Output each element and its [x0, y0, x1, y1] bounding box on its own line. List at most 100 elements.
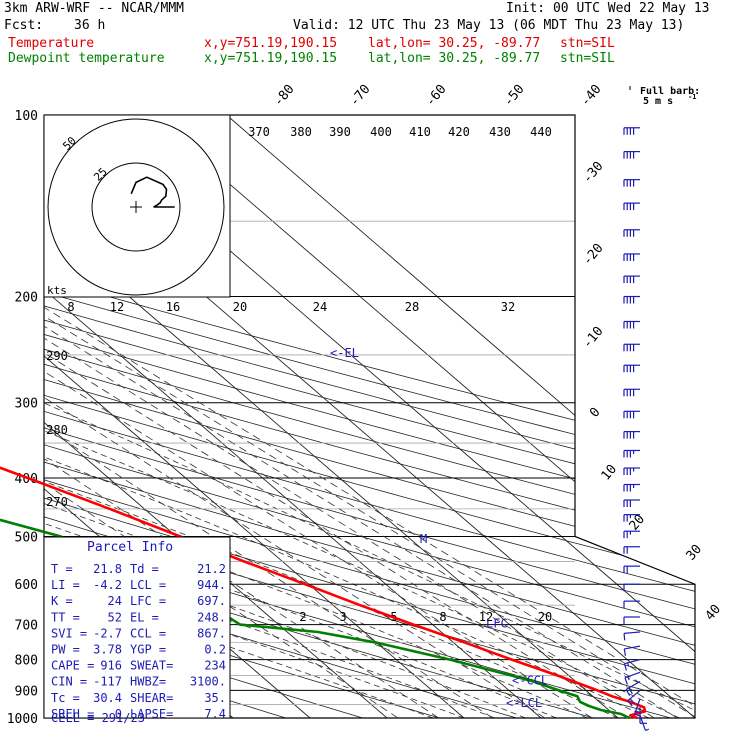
parcel-param-name: CCL = — [130, 626, 166, 640]
dry-adiabat — [44, 115, 695, 718]
temperature-legend: Temperature — [8, 36, 95, 51]
mixing-ratio-line — [44, 296, 678, 718]
parcel-param-name: LCL = — [130, 578, 166, 592]
parcel-param-name: SVI = — [51, 626, 87, 640]
parcel-param-value: -2.7 — [93, 626, 122, 640]
hodograph-ring — [47, 118, 225, 296]
forecast-label: Fcst: — [4, 18, 44, 33]
isotherm-label: -70 — [347, 82, 374, 110]
wind-barb — [623, 514, 640, 522]
level-marker-el: <-EL — [330, 346, 359, 360]
mixing-ratio-line — [44, 296, 695, 718]
parcel-param-name: Tc = — [51, 691, 80, 705]
wind-barb — [627, 689, 641, 707]
isotherm-label: -40 — [578, 82, 605, 110]
pressure-tick-label: 200 — [15, 291, 38, 306]
parcel-param-name: SWEAT= — [130, 659, 173, 673]
mixing-ratio-line — [44, 296, 439, 718]
dewpoint-latlon: lat,lon= 30.25, -89.77 — [368, 51, 541, 66]
wind-barb — [623, 431, 640, 439]
wind-barb — [623, 631, 641, 641]
isotherm-line — [44, 115, 388, 718]
parcel-param-value: -4.2 — [93, 578, 122, 592]
temperature-station: stn=SIL — [560, 36, 615, 51]
wind-barb — [623, 151, 640, 159]
isotherm-line — [0, 115, 2, 718]
level-marker-ccl: <-CCL — [512, 674, 548, 688]
parcel-param-value: 697. — [197, 594, 226, 608]
dry-adiabat-label: 290 — [46, 349, 68, 363]
mixing-ratio-label: 12 — [110, 300, 124, 314]
parcel-param-name: K = — [51, 594, 73, 608]
parcel-param-name: CAPE = — [51, 659, 94, 673]
isotherm-line — [149, 115, 695, 718]
wind-barb — [623, 499, 640, 508]
wind-barb — [623, 179, 640, 187]
wind-barb — [623, 658, 641, 671]
parcel-param-value: 7.4 — [204, 707, 226, 721]
wind-barb — [623, 275, 640, 284]
isotherm-label: -50 — [501, 82, 528, 110]
parcel-param-name: SREH = — [51, 707, 94, 721]
temperature-latlon: lat,lon= 30.25, -89.77 — [368, 36, 541, 51]
mixing-ratio-label: 20 — [538, 610, 552, 624]
parcel-param-name: CIN = — [51, 675, 87, 689]
isotherm-label: 30 — [684, 542, 706, 564]
parcel-param-value: 0.2 — [204, 643, 226, 657]
parcel-param-name: LI = — [51, 578, 80, 592]
parcel-param-value: 944. — [197, 578, 226, 592]
mixing-ratio-label: 12 — [479, 610, 493, 624]
parcel-param-name: Td = — [130, 562, 159, 576]
wind-barb — [623, 583, 640, 592]
mixing-ratio-label: 8 — [67, 300, 74, 314]
wind-barb — [623, 343, 640, 352]
parcel-param-value: -117 — [93, 675, 122, 689]
dry-adiabat-label: 270 — [46, 495, 68, 509]
forecast-hour: 36 h — [74, 18, 106, 33]
wind-barb — [623, 410, 640, 419]
wind-barb — [623, 467, 640, 476]
parcel-param-value: 3100. — [190, 675, 226, 689]
isotherm-label: -80 — [271, 82, 298, 110]
parcel-param-value: 248. — [197, 610, 226, 624]
isotherm-line — [44, 115, 619, 718]
parcel-param-value: 916 — [100, 659, 122, 673]
isotherm-label: 0 — [587, 405, 604, 421]
parcel-param-name: HWBZ= — [130, 675, 166, 689]
isotherm-label: -20 — [580, 241, 607, 269]
wind-barb — [639, 707, 647, 724]
pressure-tick-label: 500 — [15, 530, 38, 545]
valid-time: Valid: 12 UTC Thu 23 May 13 (06 MDT Thu … — [293, 18, 685, 33]
barb-legend-units: 5 m s — [643, 96, 673, 107]
mixing-ratio-label: 8 — [439, 610, 446, 624]
isotherm-label: 40 — [703, 602, 725, 624]
temperature-xy: x,y=751.19,190.15 — [204, 36, 338, 51]
wind-barb — [623, 364, 640, 373]
dry-adiabat-label: 440 — [530, 125, 552, 139]
dry-adiabat-label: 370 — [248, 125, 270, 139]
barb-legend-exponent: -1 — [688, 93, 696, 101]
isotherm-label: -60 — [423, 82, 450, 110]
parcel-param-value: 24 — [108, 594, 122, 608]
mixing-ratio-label: 20 — [233, 300, 247, 314]
mixing-ratio-label: 3 — [339, 610, 346, 624]
wind-barb — [623, 320, 640, 329]
moist-adiabat — [44, 296, 434, 718]
pressure-tick-label: 600 — [15, 578, 38, 593]
pressure-tick-label: 800 — [15, 654, 38, 669]
dry-adiabat-label: 420 — [448, 125, 470, 139]
parcel-info-frame — [43, 536, 231, 719]
wind-barb — [633, 698, 642, 717]
mixing-ratio-label: 2 — [299, 610, 306, 624]
barb-legend-title: Full barb: — [640, 86, 700, 97]
wind-barb — [623, 645, 641, 656]
parcel-param-name: LFC = — [130, 594, 166, 608]
pressure-tick-label: 700 — [15, 619, 38, 634]
wind-barb — [623, 616, 640, 625]
mixing-ratio-label: 16 — [166, 300, 180, 314]
pressure-tick-label: 100 — [15, 109, 38, 124]
mixing-ratio-line — [44, 296, 399, 718]
pressure-tick-label: 900 — [15, 684, 38, 699]
dry-adiabat-label: 430 — [489, 125, 511, 139]
